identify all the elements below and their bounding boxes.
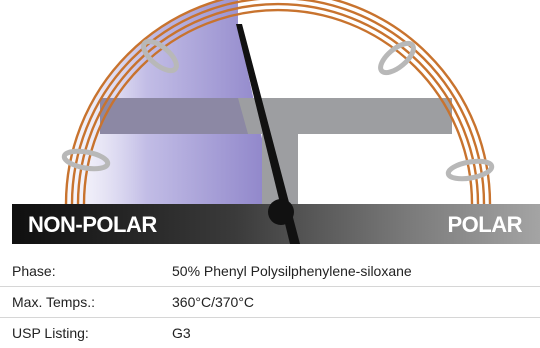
spec-value: G3 <box>172 325 191 341</box>
polarity-gauge <box>12 0 540 244</box>
non-polar-label: NON-POLAR <box>28 212 157 237</box>
spec-label: Max. Temps.: <box>12 294 95 310</box>
spec-value: 50% Phenyl Polysilphenylene-siloxane <box>172 263 412 279</box>
spec-row-usp-listing: USP Listing: G3 <box>0 318 540 348</box>
column-coil-icon <box>64 0 492 205</box>
polar-label: POLAR <box>447 212 523 237</box>
column-clip-icon <box>61 38 495 182</box>
spec-value: 360°C/370°C <box>172 294 255 310</box>
needle-pointer-icon <box>236 24 300 244</box>
spec-label: USP Listing: <box>12 325 89 341</box>
specs-table: Phase: 50% Phenyl Polysilphenylene-silox… <box>0 256 540 348</box>
spec-row-phase: Phase: 50% Phenyl Polysilphenylene-silox… <box>0 256 540 287</box>
spec-label: Phase: <box>12 263 56 279</box>
spec-row-max-temps: Max. Temps.: 360°C/370°C <box>0 287 540 318</box>
